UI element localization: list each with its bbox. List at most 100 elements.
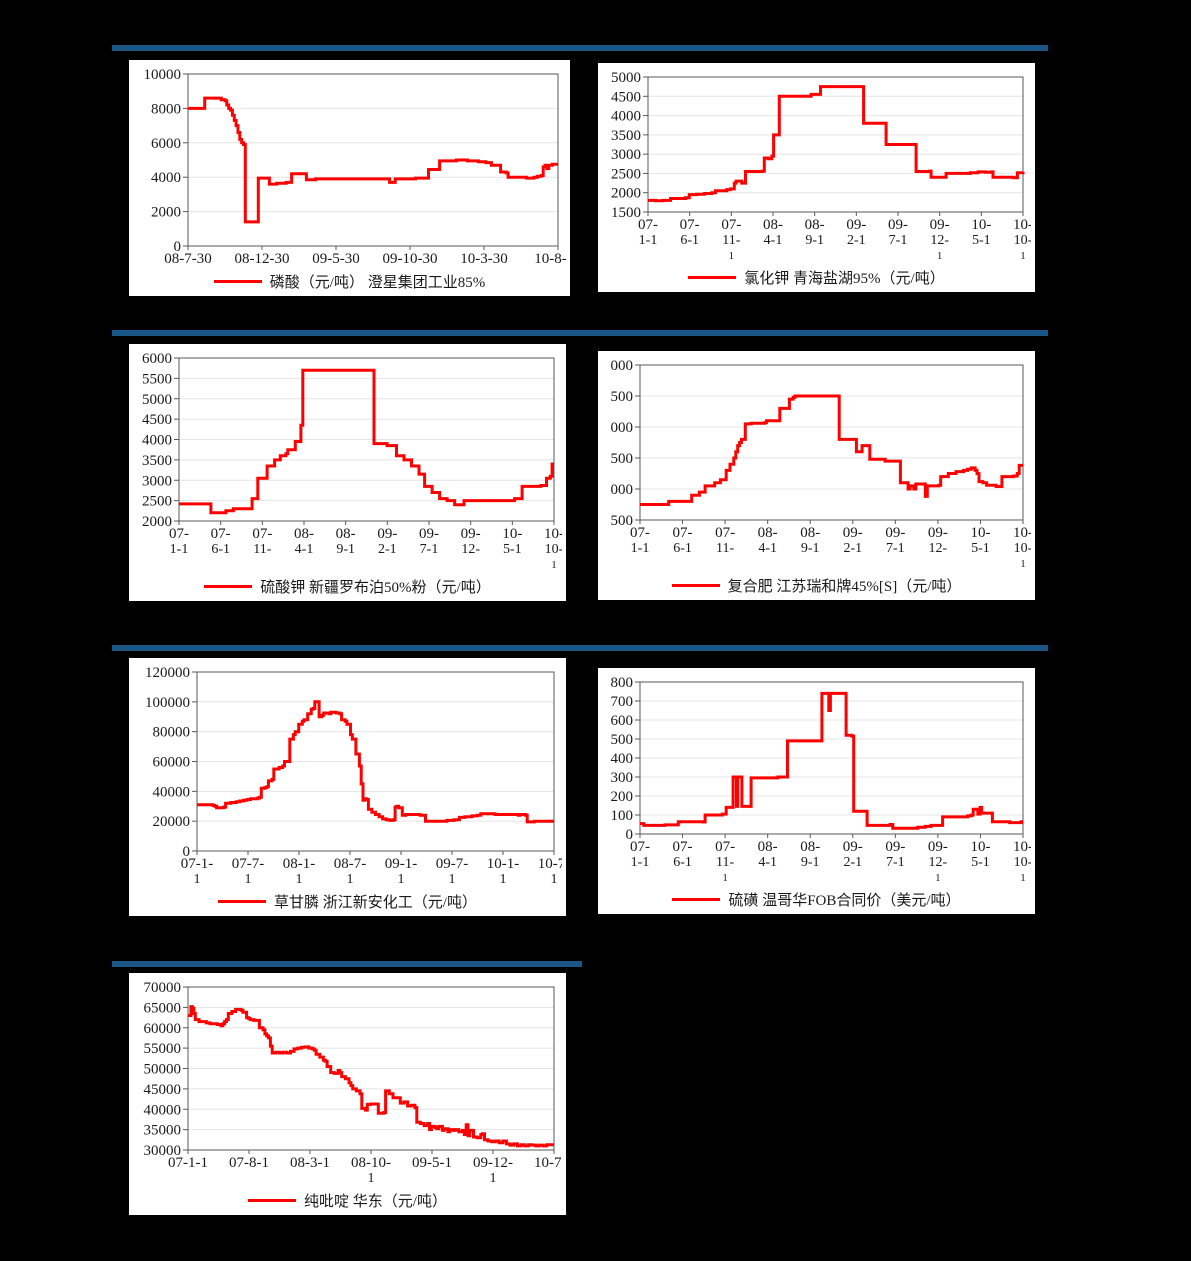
svg-text:100000: 100000 bbox=[145, 695, 190, 711]
svg-text:1: 1 bbox=[194, 872, 201, 887]
legend-label: 复合肥 江苏瑞和牌45%[S]（元/吨） bbox=[727, 578, 962, 595]
svg-text:09-: 09- bbox=[930, 217, 950, 233]
svg-text:120000: 120000 bbox=[145, 665, 190, 681]
svg-text:08-7-30: 08-7-30 bbox=[164, 251, 212, 267]
potassium-sulfate-plot: 60005500500045004000350030002500200007-1… bbox=[142, 351, 562, 571]
svg-text:08-: 08- bbox=[758, 839, 778, 855]
svg-text:08-: 08- bbox=[294, 526, 314, 542]
svg-text:4-1: 4-1 bbox=[764, 233, 783, 248]
svg-text:07-: 07- bbox=[630, 839, 650, 855]
svg-text:7-1: 7-1 bbox=[889, 233, 908, 248]
svg-text:11-: 11- bbox=[253, 542, 271, 557]
svg-text:9-1: 9-1 bbox=[801, 855, 820, 870]
svg-text:10-3-30: 10-3-30 bbox=[460, 251, 508, 267]
svg-text:08-1-: 08-1- bbox=[283, 856, 316, 872]
section-divider-1 bbox=[112, 45, 1048, 51]
svg-text:12-: 12- bbox=[461, 542, 480, 557]
svg-text:500: 500 bbox=[611, 732, 634, 748]
legend-line-sample bbox=[672, 897, 721, 901]
section-divider-2 bbox=[112, 330, 1048, 336]
svg-text:08-: 08- bbox=[805, 217, 825, 233]
svg-text:0: 0 bbox=[174, 239, 182, 255]
sulfur-legend: 硫磺 温哥华FOB合同价（美元/吨） bbox=[602, 888, 1031, 910]
svg-text:5-1: 5-1 bbox=[972, 233, 991, 248]
svg-text:4-1: 4-1 bbox=[758, 541, 777, 556]
legend-line-sample bbox=[248, 1198, 297, 1202]
svg-text:10-: 10- bbox=[1013, 217, 1031, 233]
svg-text:60000: 60000 bbox=[153, 755, 191, 771]
svg-text:10-7-: 10-7- bbox=[538, 856, 562, 872]
svg-text:09-: 09- bbox=[885, 525, 905, 541]
svg-text:4500: 4500 bbox=[611, 89, 641, 105]
svg-text:50000: 50000 bbox=[144, 1062, 182, 1078]
svg-text:12-: 12- bbox=[930, 233, 949, 248]
svg-text:11-: 11- bbox=[722, 233, 740, 248]
svg-text:6-1: 6-1 bbox=[680, 233, 699, 248]
svg-text:2000: 2000 bbox=[611, 186, 641, 202]
svg-text:1-1: 1-1 bbox=[639, 233, 658, 248]
legend-label: 硫磺 温哥华FOB合同价（美元/吨） bbox=[728, 892, 961, 909]
svg-text:07-: 07- bbox=[630, 525, 650, 541]
svg-text:07-1-1: 07-1-1 bbox=[168, 1155, 208, 1171]
legend-label: 纯吡啶 华东（元/吨） bbox=[304, 1193, 447, 1210]
svg-text:9-1: 9-1 bbox=[805, 233, 824, 248]
svg-text:08-: 08- bbox=[758, 525, 778, 541]
svg-text:4000: 4000 bbox=[142, 433, 172, 449]
svg-text:1: 1 bbox=[500, 872, 507, 887]
svg-text:09-: 09- bbox=[843, 839, 863, 855]
svg-text:07-: 07- bbox=[680, 217, 700, 233]
svg-text:09-: 09- bbox=[928, 839, 948, 855]
svg-text:1: 1 bbox=[347, 872, 354, 887]
svg-text:20000: 20000 bbox=[153, 814, 191, 830]
svg-text:1500: 1500 bbox=[611, 205, 641, 221]
chart-panel-potassium-sulfate: 6000 5500 5000 4500 4000 3500 3000 2500 2000 07- 1… bbox=[129, 344, 566, 601]
svg-text:10-: 10- bbox=[970, 525, 990, 541]
svg-text:5000: 5000 bbox=[611, 70, 641, 86]
svg-text:1: 1 bbox=[935, 872, 941, 884]
svg-text:40000: 40000 bbox=[144, 1102, 182, 1118]
svg-text:5-1: 5-1 bbox=[971, 855, 990, 870]
svg-text:600: 600 bbox=[611, 713, 634, 729]
svg-text:07-7-: 07-7- bbox=[232, 856, 265, 872]
svg-text:2-1: 2-1 bbox=[378, 542, 397, 557]
svg-text:9-1: 9-1 bbox=[336, 542, 355, 557]
svg-text:08-10-: 08-10- bbox=[351, 1155, 391, 1171]
svg-text:09-5-30: 09-5-30 bbox=[312, 251, 360, 267]
svg-text:1: 1 bbox=[296, 872, 303, 887]
svg-text:000: 000 bbox=[611, 420, 634, 436]
legend-line-sample bbox=[671, 583, 720, 587]
svg-text:11-: 11- bbox=[716, 541, 734, 556]
svg-text:07-: 07- bbox=[673, 525, 693, 541]
chart-panel-potassium-chloride: 5000 4500 4000 3500 3000 2500 2000 1500 07- 1-1 07… bbox=[598, 63, 1035, 292]
svg-text:3000: 3000 bbox=[611, 147, 641, 163]
svg-text:10-: 10- bbox=[502, 526, 522, 542]
svg-text:09-: 09- bbox=[885, 839, 905, 855]
svg-text:1: 1 bbox=[729, 250, 735, 262]
svg-text:10-: 10- bbox=[1013, 839, 1031, 855]
svg-text:4-1: 4-1 bbox=[295, 542, 314, 557]
potassium-sulfate-legend: 硫酸钾 新疆罗布泊50%粉（元/吨） bbox=[133, 575, 562, 597]
legend-line-sample bbox=[218, 899, 267, 903]
svg-text:1: 1 bbox=[551, 559, 557, 571]
svg-text:7-1: 7-1 bbox=[420, 542, 439, 557]
chart-panel-compound-fertilizer: 000 500 000 500 000 500 07- 1-1 07- 6-1 07- 11- 08- 4… bbox=[598, 351, 1035, 600]
section-divider-3 bbox=[112, 645, 1048, 651]
svg-text:07-1-: 07-1- bbox=[181, 856, 214, 872]
chart-panel-sulfur: 800 700 600 500 400 300 200 100 0 07- 1-1 07- 6-1 07-… bbox=[598, 668, 1035, 914]
svg-text:2000: 2000 bbox=[142, 514, 172, 530]
svg-text:08-: 08- bbox=[763, 217, 783, 233]
svg-text:12-: 12- bbox=[929, 855, 948, 870]
svg-text:4500: 4500 bbox=[142, 412, 172, 428]
svg-text:10000: 10000 bbox=[144, 67, 182, 83]
svg-text:3000: 3000 bbox=[142, 473, 172, 489]
svg-text:1: 1 bbox=[398, 872, 405, 887]
svg-text:5-1: 5-1 bbox=[971, 541, 990, 556]
svg-text:10-: 10- bbox=[1014, 541, 1031, 556]
svg-text:2-1: 2-1 bbox=[843, 855, 862, 870]
svg-text:07-: 07- bbox=[638, 217, 658, 233]
svg-text:1: 1 bbox=[1020, 250, 1026, 262]
svg-text:70000: 70000 bbox=[144, 980, 182, 996]
svg-text:07-: 07- bbox=[715, 839, 735, 855]
svg-text:2-1: 2-1 bbox=[843, 541, 862, 556]
